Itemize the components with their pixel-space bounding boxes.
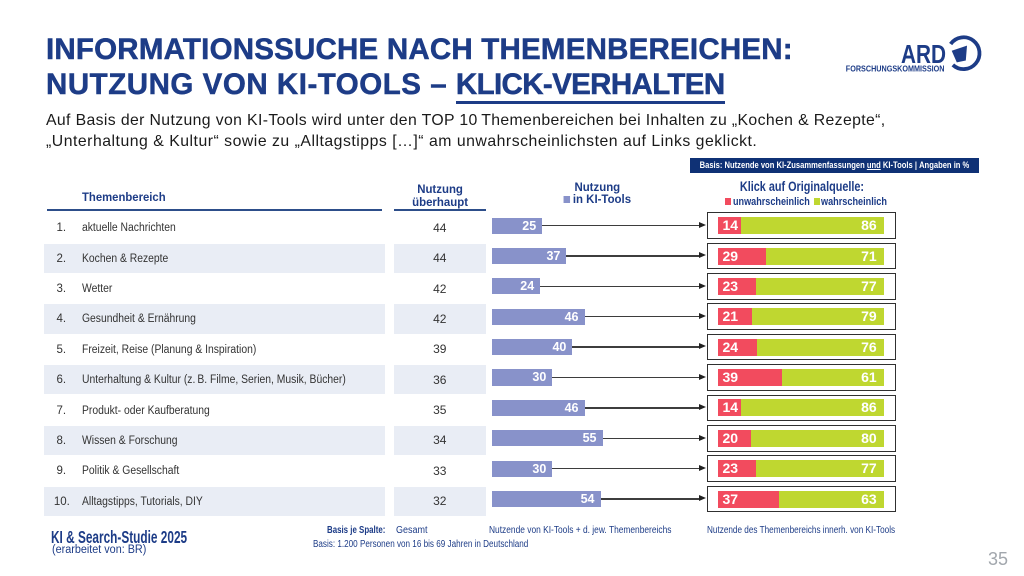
svg-text:ARD: ARD xyxy=(901,41,946,69)
svg-text:FORSCHUNGSKOMMISSION: FORSCHUNGSKOMMISSION xyxy=(846,65,945,74)
